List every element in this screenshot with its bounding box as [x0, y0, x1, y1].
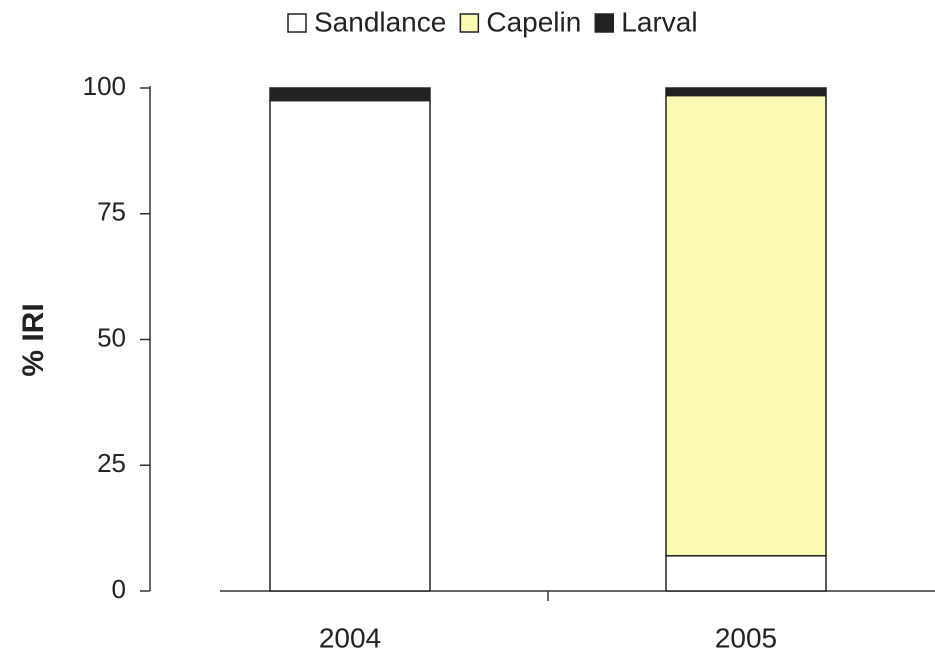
legend-swatch	[459, 13, 480, 33]
legend-swatch	[287, 13, 307, 33]
legend-swatch	[594, 13, 615, 33]
legend-label: Sandlance	[314, 6, 446, 37]
bar-segment	[665, 94, 827, 557]
y-tick-label: 0	[112, 574, 126, 604]
y-tick-label: 100	[83, 71, 126, 101]
legend-label: Capelin	[486, 6, 581, 37]
y-axis-label: % IRI	[17, 303, 50, 376]
y-tick-label: 50	[97, 322, 126, 352]
bar-segment	[665, 555, 827, 592]
y-tick-label: 25	[97, 448, 126, 478]
legend-label: Larval	[621, 6, 697, 37]
bar-segment	[665, 87, 827, 97]
bar-segment	[269, 87, 431, 102]
x-tick-label: 2004	[319, 622, 381, 653]
x-tick-label: 2005	[715, 622, 777, 653]
bar-segment	[269, 99, 431, 592]
y-tick-label: 75	[97, 197, 126, 227]
